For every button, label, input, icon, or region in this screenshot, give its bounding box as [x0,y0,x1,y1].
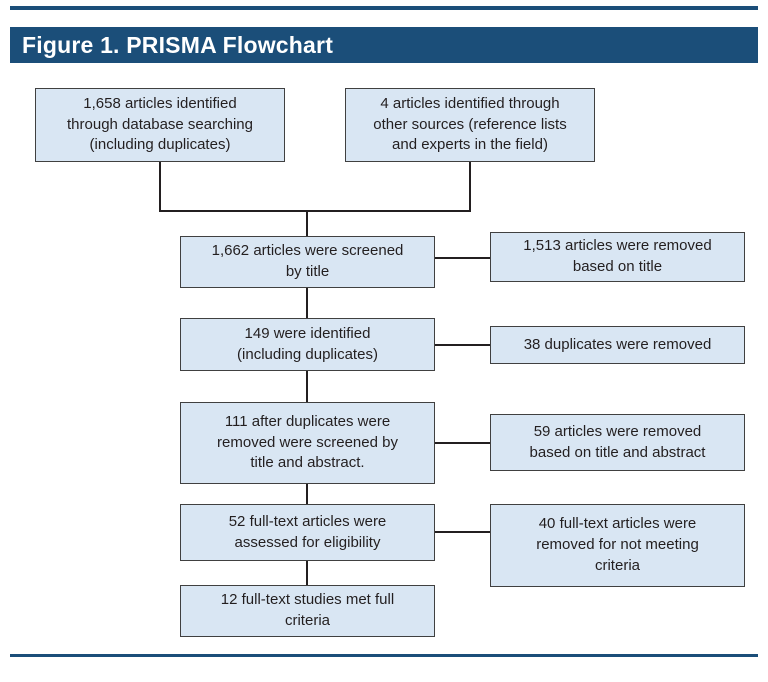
connector-line [306,561,308,585]
connector-line [435,531,490,533]
flow-box-met-criteria: 12 full-text studies met full criteria [180,585,435,637]
connector-line [435,344,490,346]
flow-box-fulltext-removed: 40 full-text articles were removed for n… [490,504,745,587]
flow-box-fulltext-assessed: 52 full-text articles were assessed for … [180,504,435,561]
flow-box-149-identified: 149 were identified (including duplicate… [180,318,435,371]
connector-line [435,442,490,444]
connector-line [469,162,471,210]
flow-box-screened-title-abstract: 111 after duplicates were removed were s… [180,402,435,484]
connector-line [306,371,308,402]
figure-title-bar: Figure 1. PRISMA Flowchart [10,27,758,63]
connector-line [435,257,490,259]
flow-box-removed-title-abstract: 59 articles were removed based on title … [490,414,745,471]
connector-line [159,210,471,212]
connector-line [159,162,161,210]
figure-title: Figure 1. PRISMA Flowchart [22,31,334,58]
connector-line [306,210,308,236]
flow-box-database-search: 1,658 articles identified through databa… [35,88,285,162]
flow-box-duplicates-removed: 38 duplicates were removed [490,326,745,364]
top-rule [10,6,758,10]
flow-box-other-sources: 4 articles identified through other sour… [345,88,595,162]
connector-line [306,288,308,318]
bottom-rule [10,654,758,657]
connector-line [306,484,308,504]
flow-box-screened-by-title: 1,662 articles were screened by title [180,236,435,288]
flow-box-removed-by-title: 1,513 articles were removed based on tit… [490,232,745,282]
